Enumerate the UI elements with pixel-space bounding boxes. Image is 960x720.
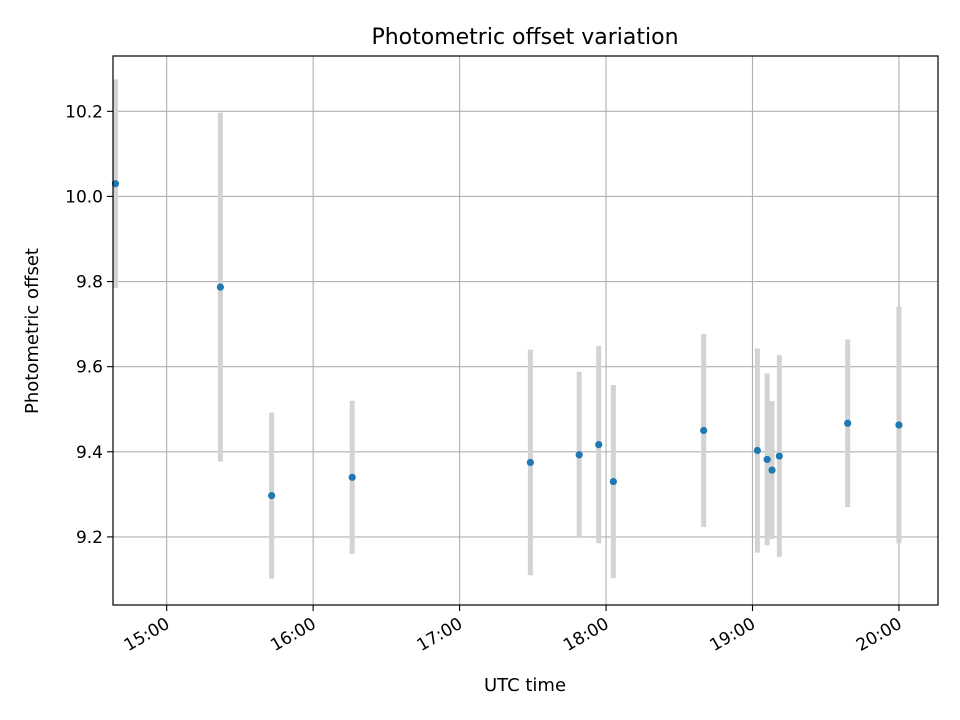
- error-bars: [112, 79, 902, 579]
- data-point: [268, 492, 276, 500]
- grid: [113, 56, 938, 605]
- y-tick-label: 10.0: [65, 187, 103, 207]
- data-point: [575, 451, 583, 459]
- data-point: [595, 440, 603, 449]
- data-point: [775, 452, 783, 460]
- x-tick-label: 16:00: [267, 614, 319, 656]
- plot-frame: [112, 55, 939, 606]
- data-point: [763, 455, 771, 464]
- y-tick-label: 9.8: [76, 273, 103, 293]
- data-point: [844, 419, 852, 427]
- y-tick-label: 9.6: [76, 358, 103, 378]
- data-point: [609, 477, 617, 486]
- data-point: [768, 466, 776, 474]
- x-tick-label: 17:00: [414, 614, 466, 656]
- x-tick-label: 15:00: [121, 614, 173, 656]
- x-tick-label: 19:00: [707, 614, 759, 656]
- data-point: [700, 426, 708, 435]
- x-axis-ticks: 15:00 16:00 17:00 18:00 19:00 20:00: [121, 605, 905, 656]
- data-points: [111, 180, 903, 500]
- data-point: [111, 180, 120, 188]
- data-point: [895, 421, 903, 429]
- y-axis-ticks: 9.2 9.4 9.6 9.8 10.0 10.2: [65, 102, 113, 548]
- y-tick-label: 9.2: [76, 528, 103, 548]
- y-tick-label: 9.4: [76, 443, 103, 463]
- x-tick-label: 20:00: [853, 614, 905, 656]
- y-axis-label: Photometric offset: [22, 248, 43, 414]
- data-point: [348, 473, 356, 481]
- data-point: [526, 458, 534, 467]
- data-point: [753, 446, 761, 455]
- data-point: [216, 283, 224, 291]
- x-axis-label: UTC time: [484, 675, 566, 696]
- x-tick-label: 18:00: [560, 614, 612, 656]
- y-tick-label: 10.2: [65, 102, 103, 122]
- chart-title: Photometric offset variation: [371, 25, 678, 50]
